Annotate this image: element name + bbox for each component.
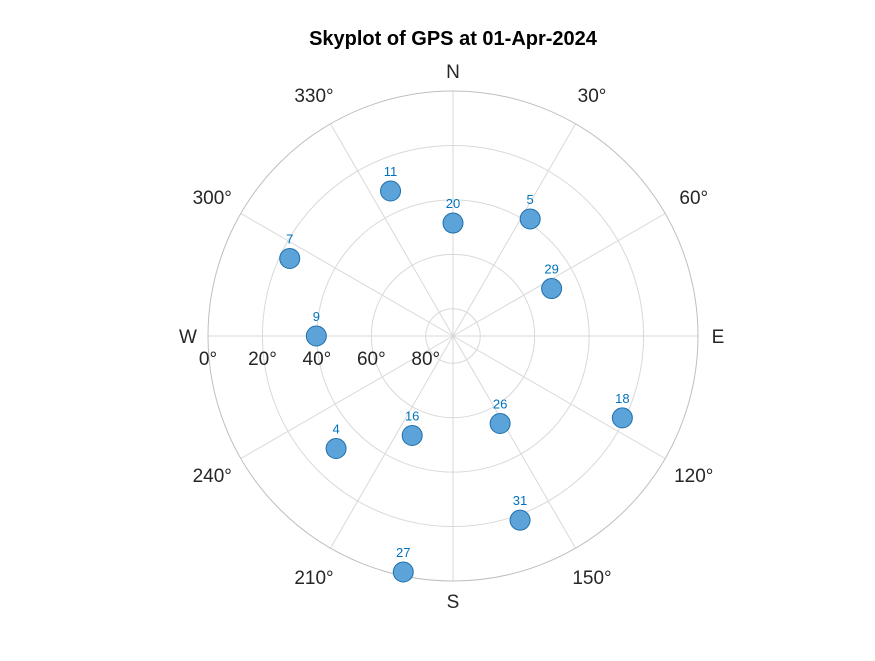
grid-spoke-150	[452, 335, 576, 549]
elevation-tick-label-60: 60°	[357, 349, 386, 370]
azimuth-tick-label-150: 150°	[572, 568, 611, 589]
elevation-tick-label-0: 0°	[199, 349, 217, 370]
satellite-prn-label-11: 11	[384, 164, 398, 179]
grid-spoke-30	[452, 123, 576, 337]
elevation-tick-label-80: 80°	[411, 349, 440, 370]
grid-spoke-330	[330, 123, 454, 337]
azimuth-tick-label-30: 30°	[578, 86, 607, 107]
satellite-marker-31	[509, 509, 531, 531]
azimuth-tick-label-240: 240°	[193, 466, 232, 487]
satellite-prn-label-27: 27	[396, 545, 410, 560]
satellite-marker-26	[489, 412, 511, 434]
grid-spoke-210	[330, 335, 454, 549]
azimuth-tick-label-60: 60°	[679, 188, 708, 209]
direction-label-w: W	[179, 327, 197, 348]
satellite-prn-label-29: 29	[544, 262, 558, 277]
satellite-prn-label-7: 7	[286, 231, 293, 246]
satellite-markers: 11 20 5 29 7 9 18 26 4 16 31 27	[279, 164, 633, 583]
grid-spoke-300	[240, 213, 454, 337]
satellite-prn-label-9: 9	[313, 309, 320, 324]
direction-label-n: N	[446, 62, 460, 83]
grid-spoke-240	[240, 335, 454, 459]
satellite-prn-label-26: 26	[493, 396, 507, 411]
satellite-marker-7	[279, 247, 301, 269]
direction-label-s: S	[447, 592, 460, 613]
satellite-marker-27	[392, 561, 414, 583]
elevation-ring-0	[207, 90, 699, 582]
satellite-marker-11	[380, 180, 402, 202]
satellite-marker-5	[519, 208, 541, 230]
elevation-tick-label-40: 40°	[303, 349, 332, 370]
azimuth-tick-label-120: 120°	[674, 466, 713, 487]
elevation-ring-60	[370, 253, 536, 419]
polar-grid	[207, 90, 699, 582]
axis-labels: N E S W 30° 60° 120° 150° 210° 240° 300° 330° 0° 20° 4…	[179, 62, 724, 613]
chart-title: Skyplot of GPS at 01-Apr-2024	[309, 28, 598, 50]
satellite-marker-16	[401, 424, 423, 446]
direction-label-e: E	[712, 327, 725, 348]
elevation-tick-label-20: 20°	[248, 349, 277, 370]
azimuth-tick-label-300: 300°	[193, 188, 232, 209]
satellite-prn-label-18: 18	[615, 391, 629, 406]
azimuth-tick-label-330: 330°	[294, 86, 333, 107]
satellite-prn-label-16: 16	[405, 408, 419, 423]
grid-spoke-120	[452, 335, 666, 459]
elevation-ring-20	[261, 144, 645, 528]
satellite-marker-18	[611, 407, 633, 429]
satellite-marker-20	[442, 212, 464, 234]
elevation-ring-80	[425, 308, 481, 364]
satellite-marker-29	[541, 278, 563, 300]
satellite-prn-label-4: 4	[332, 422, 339, 437]
satellite-prn-label-5: 5	[527, 192, 534, 207]
satellite-prn-label-31: 31	[513, 493, 527, 508]
satellite-prn-label-20: 20	[446, 196, 460, 211]
azimuth-tick-label-210: 210°	[294, 568, 333, 589]
grid-spoke-60	[452, 213, 666, 337]
satellite-marker-9	[305, 325, 327, 347]
satellite-marker-4	[325, 438, 347, 459]
